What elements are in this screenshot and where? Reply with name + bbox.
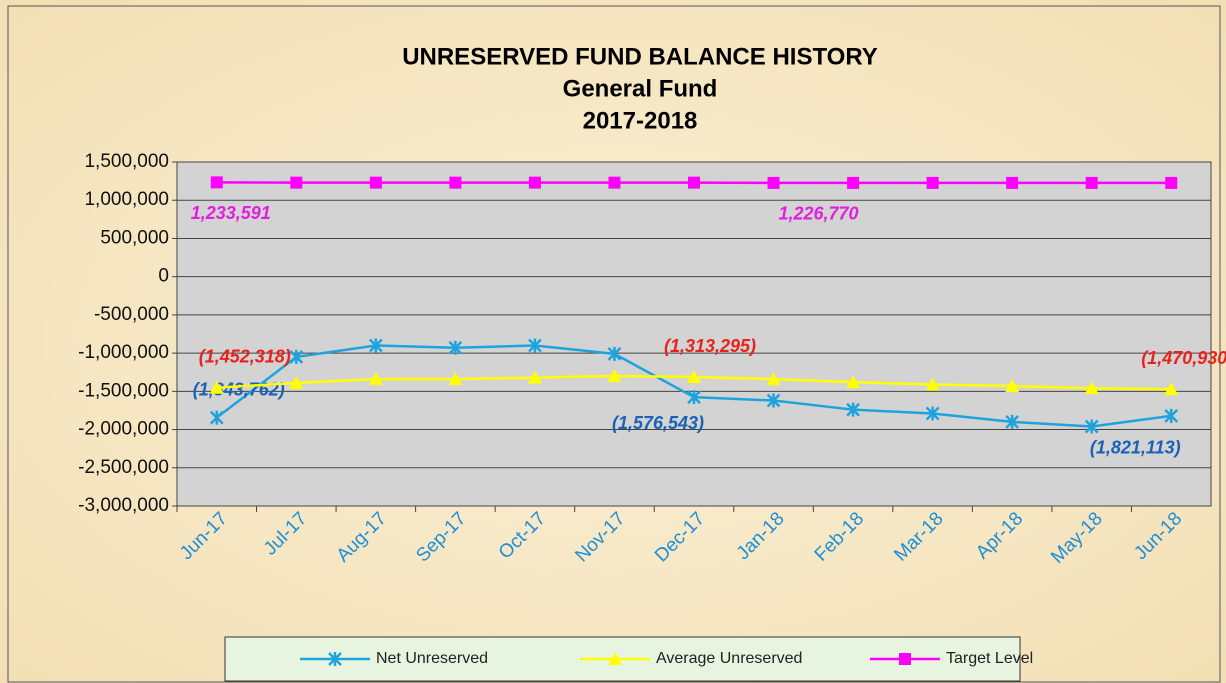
chart-title: UNRESERVED FUND BALANCE HISTORY xyxy=(402,43,878,70)
point xyxy=(1084,381,1099,395)
point xyxy=(766,372,781,386)
point xyxy=(846,375,861,389)
point xyxy=(1085,176,1098,189)
point xyxy=(1164,408,1179,423)
point xyxy=(527,370,542,384)
point xyxy=(448,372,463,386)
y-tick-label: -1,000,000 xyxy=(78,342,169,363)
legend-marker xyxy=(328,652,342,666)
data-label: (1,843,762) xyxy=(193,379,285,399)
data-label: (1,452,318) xyxy=(199,346,291,366)
point xyxy=(1005,414,1020,429)
point xyxy=(1165,176,1178,189)
point xyxy=(448,340,463,355)
chart-frame xyxy=(7,5,1221,683)
point xyxy=(209,410,224,425)
point xyxy=(289,375,304,389)
data-label: (1,313,295) xyxy=(664,336,756,356)
point xyxy=(1164,382,1179,396)
y-tick-label: 1,000,000 xyxy=(84,189,169,210)
point xyxy=(1005,378,1020,392)
legend-marker xyxy=(608,652,622,665)
y-tick-label: -2,500,000 xyxy=(78,457,169,478)
y-tick-label: -3,000,000 xyxy=(78,495,169,516)
point xyxy=(608,176,621,189)
point xyxy=(766,393,781,408)
point xyxy=(687,390,701,405)
point xyxy=(1084,419,1099,434)
y-tick-label: -1,500,000 xyxy=(78,380,169,401)
data-label: (1,470,930) xyxy=(1141,348,1226,368)
legend-marker xyxy=(899,653,911,665)
point xyxy=(926,176,939,189)
legend-label: Average Unreserved xyxy=(656,650,802,667)
point xyxy=(687,370,701,384)
chart-period: 2017-2018 xyxy=(583,107,698,134)
point xyxy=(688,176,700,189)
point xyxy=(290,176,303,189)
y-tick-label: -2,000,000 xyxy=(78,419,169,440)
y-tick-label: -500,000 xyxy=(94,304,169,325)
point xyxy=(210,176,223,189)
legend-label: Net Unreserved xyxy=(376,650,488,667)
point xyxy=(767,176,780,189)
point xyxy=(209,380,224,394)
point xyxy=(846,402,860,417)
y-tick-label: 0 xyxy=(158,266,169,287)
chart-subtitle: General Fund xyxy=(563,75,718,102)
point xyxy=(368,338,383,353)
data-label: (1,576,543) xyxy=(612,413,704,433)
point xyxy=(925,406,940,421)
point xyxy=(528,176,541,189)
data-label: 1,233,591 xyxy=(191,203,271,223)
point xyxy=(369,176,382,189)
point xyxy=(925,377,940,391)
y-tick-label: 500,000 xyxy=(100,227,169,248)
point xyxy=(607,369,622,383)
point xyxy=(1006,176,1019,189)
data-label: 1,226,770 xyxy=(778,204,858,224)
point xyxy=(847,176,860,189)
plot-area xyxy=(176,161,1212,507)
legend-label: Target Level xyxy=(946,650,1033,667)
point xyxy=(607,346,622,361)
point xyxy=(368,372,383,386)
data-label: (1,821,113) xyxy=(1090,438,1181,458)
point xyxy=(449,176,462,189)
point xyxy=(528,338,542,353)
y-tick-label: 1,500,000 xyxy=(84,151,169,172)
point xyxy=(289,349,304,364)
